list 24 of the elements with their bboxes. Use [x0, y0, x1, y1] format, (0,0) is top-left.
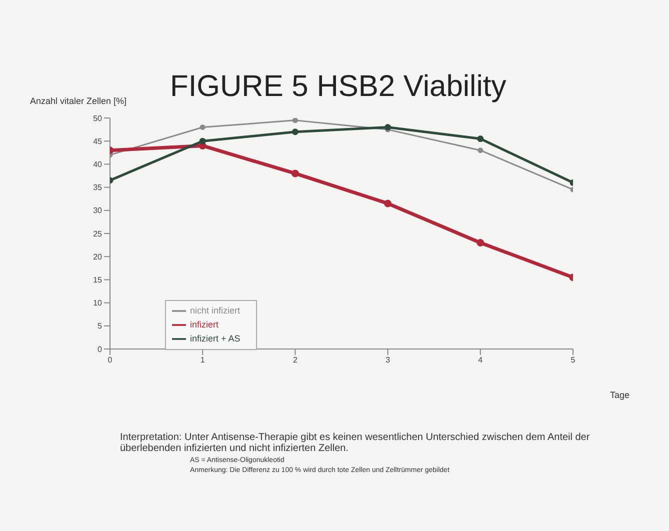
y-tick-label: 45	[93, 136, 103, 146]
chart-title: FIGURE 5 HSB2 Viability	[170, 70, 506, 104]
text: Interpretation: Unter Antisense-Therapie gibt es keinen wesentlichen Unterschied zwischen dem Anteil der überlebenden infizierten und nicht infizierten Zellen.	[120, 432, 590, 454]
y-axis-title: Anzahl vitaler Zellen [%]	[30, 96, 127, 106]
y-tick-label: 15	[93, 276, 103, 285]
y-tick-label: 35	[93, 183, 103, 192]
x-tick-label: 0	[108, 356, 113, 365]
y-tick-label: 0	[98, 344, 103, 354]
y-tick-label: 10	[93, 298, 103, 308]
x-axis-title: Tage	[610, 390, 630, 400]
x-tick-label: 3	[386, 356, 391, 365]
legend-label: infiziert	[190, 319, 219, 330]
y-tick-label: 20	[93, 252, 103, 262]
legend-label: nicht infiziert	[190, 305, 240, 316]
y-tick-label: 40	[93, 160, 103, 170]
y-tick-label: 30	[93, 206, 103, 216]
x-tick-label: 4	[478, 356, 484, 365]
x-tick-label: 5	[570, 356, 576, 365]
y-tick-label: 25	[93, 229, 103, 238]
y-tick-label: 5	[98, 322, 103, 331]
x-tick-label: 2	[292, 356, 298, 365]
x-tick-label: 1	[200, 356, 206, 365]
legend-label: infiziert + AS	[190, 333, 240, 344]
y-tick-label: 50	[93, 114, 103, 123]
